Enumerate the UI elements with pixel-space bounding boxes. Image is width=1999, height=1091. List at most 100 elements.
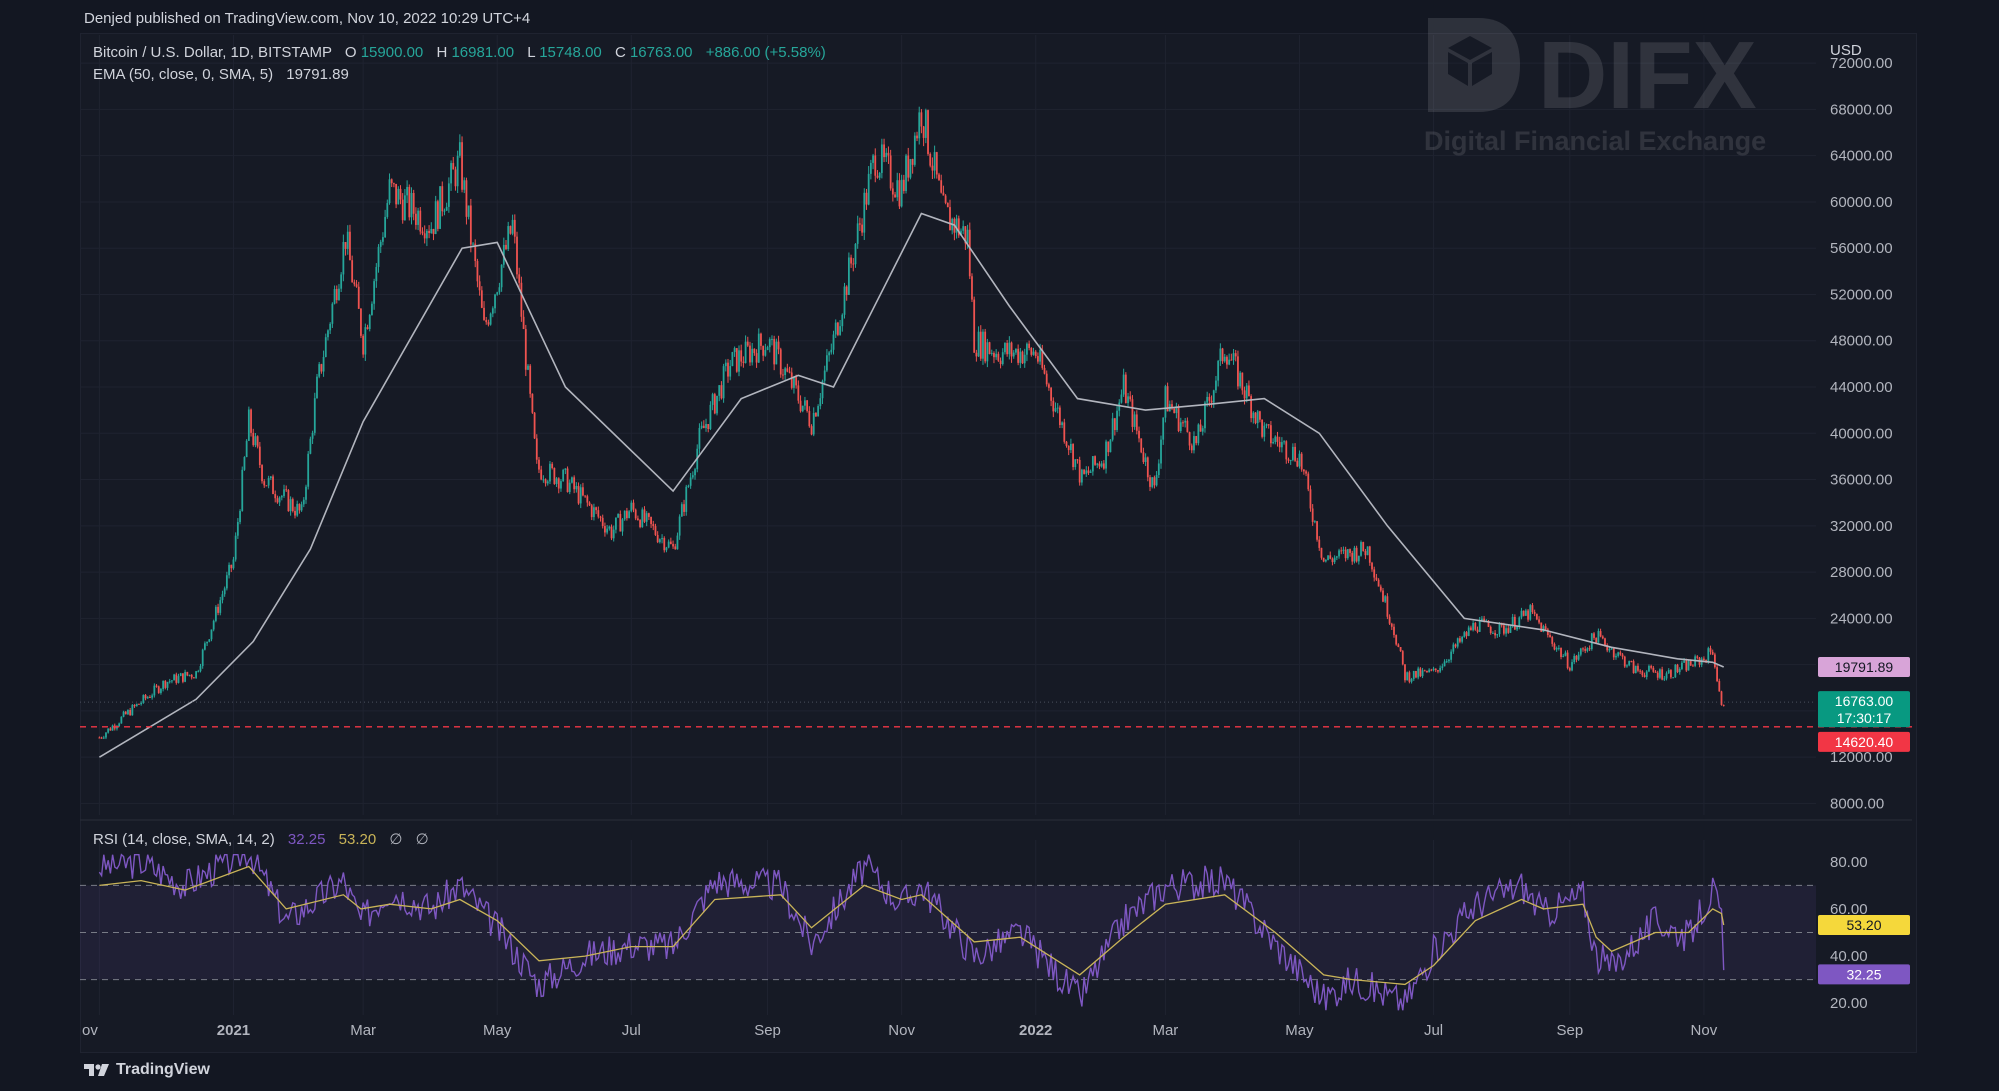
candle-body (421, 231, 424, 234)
candle-body (971, 276, 973, 300)
candle-body (751, 348, 754, 363)
candle-body (1327, 555, 1329, 560)
candle-body (1665, 673, 1668, 679)
candle-body (1162, 417, 1165, 440)
candle-body (1597, 631, 1600, 643)
candle-body (1333, 557, 1336, 563)
candle-body (146, 696, 149, 699)
candle-body (1050, 387, 1053, 401)
time-axis-tick: Mar (1152, 1022, 1178, 1039)
rsi-ma-value: 53.20 (339, 831, 377, 848)
candle-body (1557, 647, 1560, 649)
candle-body (828, 352, 831, 356)
candle-body (984, 331, 987, 362)
candle-body (940, 180, 943, 193)
candle-body (1197, 424, 1200, 444)
candle-body (1487, 620, 1490, 627)
candle-body (362, 335, 365, 355)
chart-frame[interactable] (80, 33, 1917, 1053)
candle-body (1489, 626, 1492, 634)
candle-body (544, 479, 547, 484)
candle-body (582, 487, 584, 496)
candle-body (489, 313, 492, 325)
candle-body (219, 600, 222, 613)
candle-body (663, 538, 666, 551)
tradingview-footer[interactable]: TradingView (84, 1061, 210, 1079)
candle-body (494, 294, 496, 309)
candle-body (1237, 356, 1239, 387)
candle-body (225, 575, 228, 589)
candle-body (555, 478, 558, 484)
candle-body (1107, 441, 1110, 453)
candle-body (458, 142, 461, 156)
price-axis-tick: 64000.00 (1830, 148, 1893, 165)
candle-body (722, 366, 725, 399)
candle-body (1610, 648, 1613, 650)
low-label: L (527, 44, 535, 61)
candle-body (1463, 632, 1466, 637)
candle-body (214, 606, 217, 621)
candle-body (944, 195, 947, 203)
candle-body (212, 620, 215, 630)
candle-body (1608, 648, 1611, 651)
candle-body (351, 260, 354, 283)
candle-body (973, 299, 976, 353)
candle-body (1452, 644, 1455, 652)
candle-body (401, 199, 404, 221)
candle-body (1276, 436, 1279, 442)
candle-body (720, 385, 723, 399)
candle-body (1102, 463, 1105, 469)
candle-body (1186, 420, 1189, 433)
candle-body (1604, 638, 1606, 645)
candle-body (1656, 672, 1659, 678)
candle-body (241, 469, 244, 511)
candle-body (1080, 469, 1083, 483)
candle-body (850, 257, 852, 264)
candle-body (946, 202, 949, 208)
candle-body (1340, 550, 1343, 552)
candle-body (1289, 459, 1292, 461)
candle-body (1173, 408, 1176, 414)
candle-body (111, 725, 114, 731)
candle-body (623, 510, 626, 520)
candle-body (858, 223, 861, 225)
candle-body (1058, 407, 1061, 426)
candle-body (469, 205, 472, 245)
candle-body (1063, 422, 1066, 442)
candle-body (445, 206, 448, 211)
candle-body (1498, 622, 1501, 635)
candle-body (1021, 351, 1024, 364)
candle-body (1575, 655, 1578, 660)
candle-body (1670, 670, 1672, 678)
candle-body (120, 716, 123, 724)
candle-body (375, 266, 378, 282)
candle-body (1217, 360, 1220, 381)
candle-body (683, 504, 685, 512)
candle-body (1720, 691, 1723, 705)
candle-body (1663, 678, 1666, 680)
candle-body (889, 155, 892, 189)
candle-body (1113, 418, 1116, 431)
candle-body (845, 286, 848, 295)
last-price-badge-bg (1818, 691, 1910, 728)
candle-body (905, 155, 907, 192)
candle-body (1280, 442, 1283, 448)
candle-body (641, 509, 644, 528)
candle-body (880, 144, 883, 173)
candle-body (245, 440, 248, 458)
rsi-ma-badge: 53.20 (1818, 914, 1910, 935)
candle-body (1294, 446, 1296, 461)
candle-body (1305, 471, 1307, 474)
candle-body (1052, 400, 1055, 412)
candle-body (236, 522, 239, 536)
candle-body (760, 333, 762, 346)
candle-body (843, 286, 846, 315)
candle-body (1259, 411, 1261, 420)
candle-body (1599, 631, 1602, 637)
candle-body (393, 183, 395, 185)
candle-body (1089, 471, 1092, 473)
candle-body (153, 685, 156, 696)
candle-body (217, 606, 219, 613)
candle-body (1019, 351, 1022, 363)
